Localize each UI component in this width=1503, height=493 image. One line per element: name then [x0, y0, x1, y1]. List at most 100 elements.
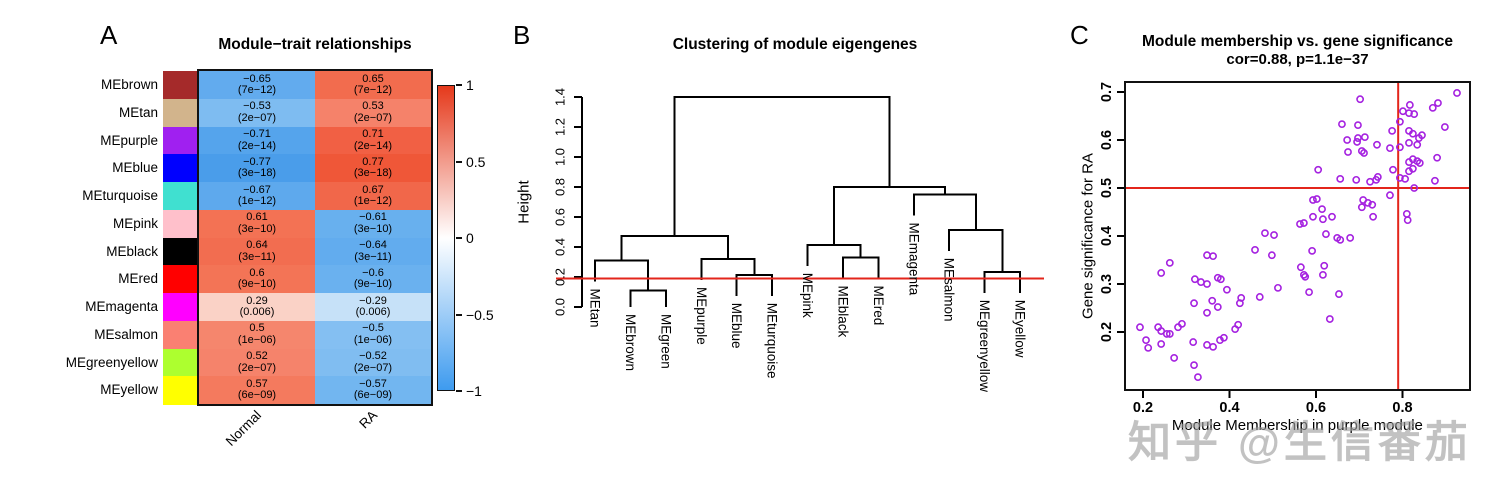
cell-correlation: −0.52 [359, 350, 387, 363]
scatter-point [1190, 361, 1198, 370]
scatter-point [1357, 203, 1366, 212]
scatter-point [1157, 340, 1166, 348]
scatter-point [1433, 153, 1441, 162]
dendrogram-branch [912, 193, 977, 230]
scatter-point [1309, 212, 1317, 221]
module-color-swatch [163, 154, 197, 183]
colorbar-gradient [437, 85, 455, 391]
heatmap-cell: −0.67 (1e−12) [199, 182, 315, 211]
scatter-point [1270, 231, 1278, 239]
cell-pvalue: (9e−10) [353, 278, 393, 291]
cell-pvalue: (1e−12) [353, 195, 393, 208]
scatter-point [1396, 117, 1404, 126]
scatter-point [1428, 103, 1437, 112]
scatter-point [1415, 159, 1424, 167]
dendrogram-leaf-label: MEsalmon [942, 258, 957, 322]
scatter-point [1413, 140, 1422, 149]
panel-c-title: Module membership vs. gene significance [1142, 33, 1453, 50]
scatter-point [1308, 246, 1317, 255]
panel-b-letter: B [513, 20, 531, 50]
heatmap-row-label: MEsalmon [94, 326, 158, 342]
scatter-point [1235, 299, 1244, 308]
dendrogram-branch [806, 243, 862, 266]
module-color-swatch [163, 182, 197, 211]
dendrogram-branch [594, 259, 650, 291]
cell-pvalue: (6e−09) [237, 389, 277, 402]
dendrogram-leaf-label: MEred [871, 286, 886, 326]
x-axis-tick-label: 0.6 [1306, 400, 1326, 416]
scatter-point [1322, 230, 1330, 238]
colorbar-tick [456, 84, 462, 86]
heatmap-cell: −0.77 (3e−18) [199, 154, 315, 183]
heatmap-column-label: RA [356, 408, 380, 432]
scatter-point [1360, 133, 1369, 142]
scatter-x-axis-title: Module Membership in purple module [1172, 417, 1423, 434]
eigengene-dendrogram: 0.0 0.2 0.4 0.6 0.8 1.0 1.2 1.4 Height MEtan MEbro… [516, 88, 1044, 392]
heatmap-colorbar: 1 0.5 0 −0.5 −1 [437, 78, 507, 398]
scatter-point [1373, 140, 1381, 149]
cell-pvalue: (1e−12) [237, 195, 277, 208]
scatter-point [1219, 333, 1228, 342]
colorbar-tick-label: 0.5 [466, 153, 486, 170]
scatter-point [1319, 270, 1327, 279]
cell-correlation: 0.71 [362, 128, 384, 141]
cell-correlation: 0.57 [246, 377, 268, 390]
scatter-point [1346, 234, 1355, 242]
heatmap-cell: −0.64 (3e−11) [315, 237, 431, 266]
scatter-point [1314, 165, 1323, 174]
scatter-point [1354, 134, 1362, 142]
scatter-point [1296, 220, 1304, 228]
module-color-swatch [163, 98, 197, 127]
panel-c-subtitle: cor=0.88, p=1.1e−37 [1226, 51, 1369, 68]
scatter-point [1405, 158, 1413, 166]
scatter-point [1209, 342, 1217, 351]
scatter-point [1352, 175, 1361, 184]
dendrogram-leaf-label: MEblue [729, 303, 744, 349]
scatter-point [1357, 147, 1366, 155]
scatter-point [1410, 110, 1419, 118]
dendrogram-branch [833, 186, 946, 245]
scatter-point [1431, 176, 1439, 185]
cell-correlation: −0.64 [359, 239, 387, 252]
colorbar-tick [456, 160, 462, 163]
y-axis-tick-label: 1.4 [553, 88, 568, 106]
heatmap-cell: 0.53 (2e−07) [315, 98, 431, 127]
y-axis-tick-label: 0.7 [1099, 82, 1115, 102]
panel-b-title: Clustering of module eigengenes [672, 36, 918, 53]
y-axis-tick-label: 0.2 [553, 268, 568, 286]
scatter-point [1251, 246, 1259, 254]
cell-pvalue: (2e−14) [353, 139, 393, 152]
heatmap-cell: 0.52 (2e−07) [199, 348, 315, 377]
scatter-point [1328, 212, 1336, 221]
cell-pvalue: (6e−09) [353, 389, 393, 402]
cell-correlation: 0.64 [246, 239, 268, 252]
scatter-point [1191, 275, 1199, 284]
colorbar-tick-label: 1 [466, 77, 474, 93]
dendrogram-branch [983, 270, 1022, 293]
cell-pvalue: (2e−07) [237, 361, 277, 374]
dendrogram-branch [700, 258, 756, 280]
heatmap-cell: 0.61 (3e−10) [199, 209, 315, 238]
heatmap-row-label: MEblue [112, 160, 158, 176]
cell-pvalue: (1e−06) [353, 333, 393, 346]
colorbar-tick-label: −0.5 [466, 306, 494, 323]
y-axis-tick-label: 0.2 [1099, 322, 1115, 342]
module-color-swatch [163, 71, 197, 100]
cell-correlation: 0.5 [249, 322, 265, 335]
scatter-point [1396, 143, 1404, 152]
cell-correlation: 0.61 [246, 211, 268, 224]
heatmap-cell: −0.6 (9e−10) [315, 265, 431, 294]
dendrogram-leaf-label: MEtan [588, 289, 603, 328]
cell-pvalue: (3e−10) [353, 222, 393, 235]
scatter-point [1194, 373, 1202, 382]
scatter-point [1344, 148, 1352, 156]
cell-correlation: 0.67 [362, 183, 384, 196]
heatmap-column-label: Normal [223, 408, 264, 449]
cell-pvalue: (7e−12) [353, 84, 393, 97]
scatter-point [1320, 261, 1329, 270]
module-color-swatch [163, 126, 197, 155]
scatter-point [1223, 285, 1231, 294]
y-axis-tick-label: 0.0 [553, 298, 568, 316]
cell-correlation: 0.65 [362, 72, 384, 85]
module-color-swatch [163, 237, 197, 266]
